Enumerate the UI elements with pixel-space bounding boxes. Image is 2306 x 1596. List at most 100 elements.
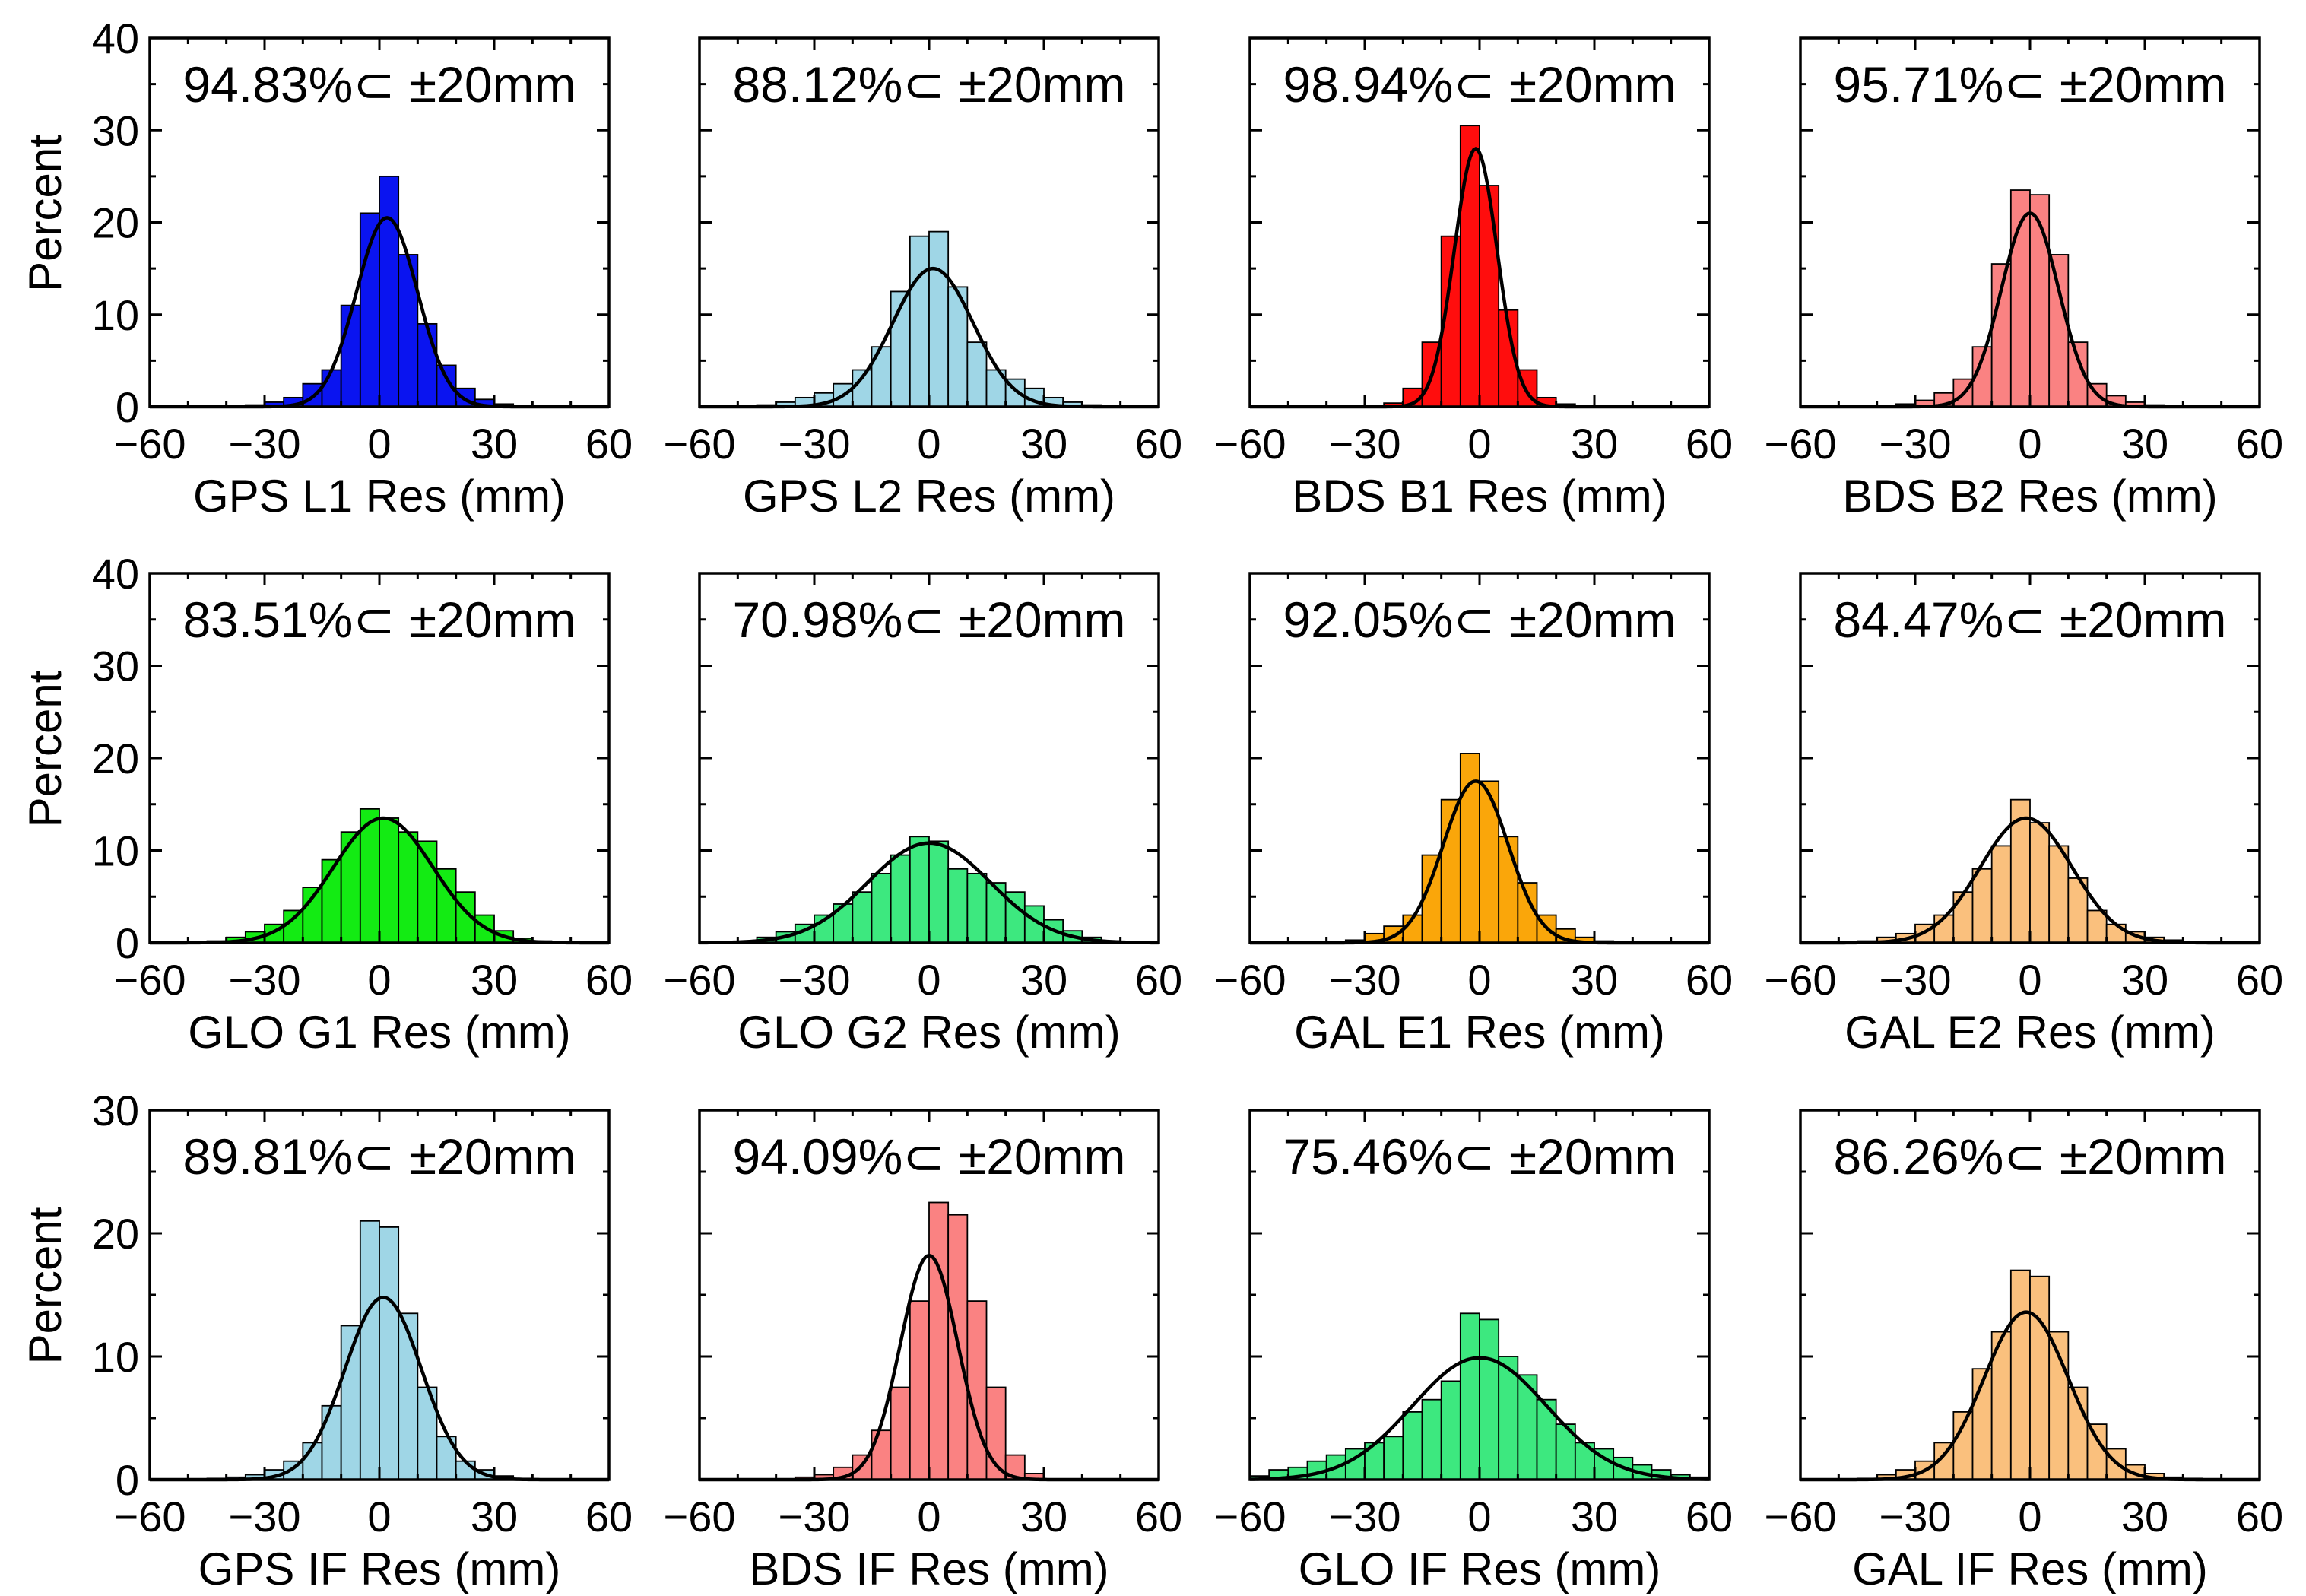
histogram-bar xyxy=(1498,836,1519,944)
histogram-bar xyxy=(2048,254,2070,408)
histogram-bar xyxy=(1459,125,1480,408)
histogram-bar xyxy=(890,1386,911,1480)
x-tick-label: −60 xyxy=(1765,956,1837,1004)
histogram-bar xyxy=(966,1300,988,1480)
y-tick-label: 0 xyxy=(116,383,139,431)
y-tick-label: 40 xyxy=(92,14,139,62)
histogram-bar xyxy=(417,322,438,408)
x-axis-title: BDS B1 Res (mm) xyxy=(1292,471,1667,522)
histogram-bar xyxy=(909,1300,930,1480)
histogram-bar xyxy=(379,817,400,944)
y-tick-label: 0 xyxy=(116,919,139,967)
x-tick-label: 30 xyxy=(1020,420,1067,468)
histogram-bar xyxy=(1498,1356,1519,1480)
y-tick-label: 10 xyxy=(92,1333,139,1381)
within-20mm-annotation: 98.94%⊂ ±20mm xyxy=(1283,56,1676,113)
x-tick-label: 30 xyxy=(2121,1493,2168,1540)
histogram-bar xyxy=(2029,1275,2051,1480)
panel-gal-if: −60 −30 0 30 60 GAL IF Res (mm) 86.26%⊂ ±20mm xyxy=(1765,1109,2283,1594)
histogram-bar xyxy=(1479,1318,1500,1480)
within-20mm-annotation: 75.46%⊂ ±20mm xyxy=(1283,1128,1676,1185)
x-tick-label: 60 xyxy=(1686,1493,1733,1540)
x-axis-title: BDS B2 Res (mm) xyxy=(1842,471,2217,522)
histogram-bar xyxy=(2105,923,2127,944)
x-tick-label: 30 xyxy=(1571,956,1618,1004)
y-tick-label: 10 xyxy=(92,291,139,339)
within-20mm-annotation: 86.26%⊂ ±20mm xyxy=(1833,1128,2226,1185)
x-axis-title: BDS IF Res (mm) xyxy=(749,1544,1109,1594)
panel-glo-g2: −60 −30 0 30 60 GLO G2 Res (mm) 70.98%⊂ ±20mm xyxy=(664,572,1182,1058)
x-tick-label: −30 xyxy=(229,420,301,468)
x-tick-label: 30 xyxy=(1571,1493,1618,1540)
histogram-bar xyxy=(909,836,930,944)
panel-glo-g1: −60 −30 0 30 60 0 10 20 30 40 Percent GLO G1 Res (m… xyxy=(20,550,633,1058)
x-tick-label: −60 xyxy=(664,1493,736,1540)
x-tick-label: 30 xyxy=(471,956,518,1004)
x-tick-label: −30 xyxy=(1879,956,1952,1004)
histogram-bar xyxy=(2086,909,2108,944)
x-tick-label: 0 xyxy=(367,956,391,1004)
histogram-bar xyxy=(871,872,892,944)
panel-gps-l2: −60 −30 0 30 60 GPS L2 Res (mm) 88.12%⊂ ±20mm xyxy=(664,36,1182,522)
y-tick-label: 20 xyxy=(92,199,139,247)
histogram-bar xyxy=(398,1312,419,1480)
x-tick-label: −60 xyxy=(664,956,736,1004)
histogram-bar xyxy=(909,235,930,408)
x-tick-label: 60 xyxy=(2236,956,2283,1004)
x-axis-title: GLO IF Res (mm) xyxy=(1299,1544,1661,1594)
panel-gps-if: −60 −30 0 30 60 0 10 20 30 Percent GPS IF Res (mm)… xyxy=(20,1087,633,1594)
y-axis-title: Percent xyxy=(20,670,71,827)
histogram-bar xyxy=(1421,1398,1442,1480)
panel-gps-l1: −60 −30 0 30 60 0 10 20 30 40 Percent GPS L1 Res (m… xyxy=(20,14,633,522)
panel-gal-e1: −60 −30 0 30 60 GAL E1 Res (mm) 92.05%⊂ ±20mm xyxy=(1214,572,1733,1058)
x-tick-label: 0 xyxy=(2018,420,2041,468)
histogram-bar xyxy=(283,909,304,944)
histogram-bar xyxy=(928,1201,950,1480)
histogram-bar xyxy=(455,1460,476,1480)
x-tick-label: −30 xyxy=(1329,1493,1401,1540)
histogram-bar xyxy=(2029,194,2051,408)
x-tick-label: 30 xyxy=(2121,420,2168,468)
histogram-bar xyxy=(2086,1423,2108,1480)
histogram-bar xyxy=(1402,914,1423,944)
y-tick-label: 30 xyxy=(92,106,139,154)
histogram-bar xyxy=(379,175,400,408)
histogram-bar xyxy=(1971,868,1993,944)
histogram-bar xyxy=(1479,185,1500,408)
x-tick-label: 30 xyxy=(1020,1493,1067,1540)
x-tick-label: −60 xyxy=(1214,420,1286,468)
x-tick-label: 60 xyxy=(2236,420,2283,468)
x-tick-label: 60 xyxy=(1135,956,1182,1004)
histogram-bar xyxy=(928,230,950,408)
x-tick-label: 0 xyxy=(1467,420,1491,468)
histogram-bar xyxy=(1971,1368,1993,1480)
x-tick-label: −60 xyxy=(664,420,736,468)
x-axis-title: GPS L2 Res (mm) xyxy=(743,471,1115,522)
x-tick-label: 30 xyxy=(471,1493,518,1540)
x-tick-label: 60 xyxy=(585,1493,633,1540)
x-tick-label: 0 xyxy=(917,956,940,1004)
histogram-bar xyxy=(985,882,1007,944)
histogram-bar xyxy=(966,872,988,944)
within-20mm-annotation: 94.09%⊂ ±20mm xyxy=(732,1128,1125,1185)
x-tick-label: 30 xyxy=(471,420,518,468)
x-axis-title: GPS L1 Res (mm) xyxy=(193,471,566,522)
within-20mm-annotation: 84.47%⊂ ±20mm xyxy=(1833,592,2226,648)
histogram-bar xyxy=(890,854,911,944)
histogram-bar xyxy=(2048,845,2070,944)
y-tick-label: 30 xyxy=(92,1087,139,1134)
histogram-bar xyxy=(1459,1312,1480,1480)
x-tick-label: 0 xyxy=(367,420,391,468)
panel-bds-b1: −60 −30 0 30 60 BDS B1 Res (mm) 98.94%⊂ ±20mm xyxy=(1214,36,1733,522)
x-tick-label: 60 xyxy=(1135,1493,1182,1540)
x-tick-label: −60 xyxy=(1765,420,1837,468)
histogram-bar xyxy=(871,1429,892,1480)
histogram-bar xyxy=(398,831,419,944)
x-tick-label: −30 xyxy=(1879,1493,1952,1540)
x-tick-label: −30 xyxy=(1879,420,1952,468)
x-axis-title: GLO G2 Res (mm) xyxy=(737,1007,1120,1058)
x-tick-label: 0 xyxy=(2018,1493,2041,1540)
x-axis-title: GLO G1 Res (mm) xyxy=(188,1007,570,1058)
within-20mm-annotation: 88.12%⊂ ±20mm xyxy=(732,56,1125,113)
